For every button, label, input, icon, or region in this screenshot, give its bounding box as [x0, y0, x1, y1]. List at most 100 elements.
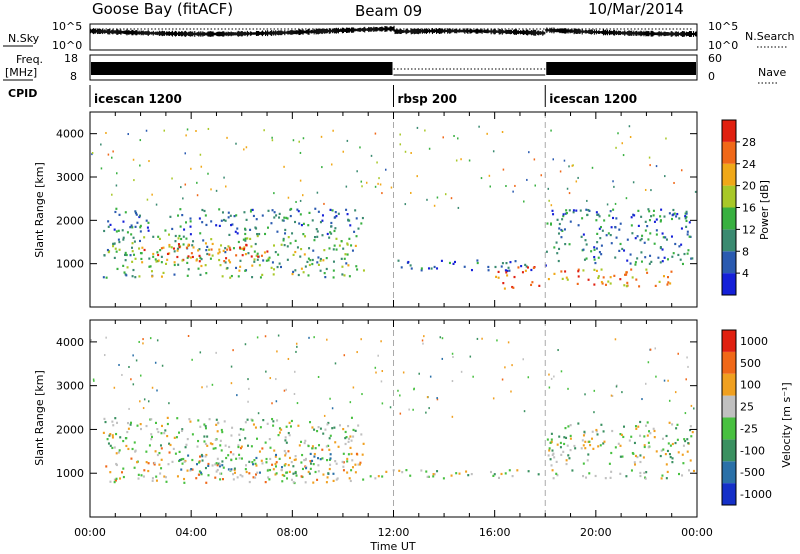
heatmap-cell	[148, 160, 150, 163]
heatmap-cell	[665, 477, 668, 480]
nsky-sample	[316, 29, 318, 34]
heatmap-cell	[321, 219, 324, 222]
heatmap-cell	[107, 153, 110, 156]
heatmap-cell	[307, 224, 310, 227]
heatmap-cell	[687, 442, 690, 445]
nsky-sample	[475, 28, 477, 34]
heatmap-cell	[648, 219, 651, 222]
heatmap-cell	[657, 256, 660, 259]
heatmap-cell	[224, 251, 227, 254]
heatmap-cell	[121, 373, 123, 376]
heatmap-cell	[565, 459, 568, 462]
heatmap-cell	[245, 243, 248, 247]
heatmap-cell	[684, 215, 687, 218]
heatmap-cell	[156, 453, 159, 457]
heatmap-cell	[593, 411, 595, 414]
heatmap-cell	[666, 283, 669, 286]
heatmap-cell	[304, 235, 307, 238]
heatmap-cell	[151, 479, 154, 482]
heatmap-cell	[108, 434, 111, 437]
heatmap-cell	[356, 268, 359, 271]
heatmap-cell	[338, 424, 341, 427]
nsky-sample	[313, 28, 315, 35]
nsky-sample	[682, 31, 684, 37]
heatmap-cell	[168, 402, 170, 405]
heatmap-cell	[250, 445, 253, 448]
heatmap-cell	[307, 470, 310, 474]
heatmap-cell	[625, 285, 628, 288]
heatmap-cell	[174, 234, 177, 238]
heatmap-cell	[150, 433, 153, 436]
nsky-sample	[463, 29, 465, 33]
heatmap-cell	[691, 431, 694, 434]
heatmap-cell	[322, 259, 325, 262]
heatmap-cell	[666, 258, 669, 261]
colorbar-swatch	[722, 330, 736, 352]
heatmap-cell	[256, 233, 259, 236]
heatmap-cell	[346, 460, 349, 463]
heatmap-cell	[243, 246, 246, 249]
heatmap-cell	[595, 247, 598, 250]
nsky-sample	[414, 28, 416, 34]
heatmap-cell	[180, 468, 183, 471]
heatmap-cell	[436, 470, 439, 473]
heatmap-cell	[197, 249, 200, 252]
heatmap-cell	[158, 451, 161, 455]
heatmap-cell	[256, 336, 259, 339]
nsky-sample	[278, 30, 280, 36]
nsky-sample	[301, 30, 303, 34]
heatmap-cell	[304, 458, 307, 461]
nsky-sample	[473, 29, 475, 33]
heatmap-cell	[323, 202, 325, 205]
heatmap-cell	[171, 460, 174, 463]
nsky-sample	[595, 29, 597, 35]
heatmap-cell	[381, 192, 383, 195]
heatmap-cell	[253, 459, 256, 462]
heatmap-cell	[248, 480, 251, 484]
heatmap-cell	[399, 143, 402, 146]
heatmap-cell	[159, 249, 162, 252]
heatmap-cell	[509, 261, 512, 264]
heatmap-cell	[662, 236, 665, 239]
heatmap-cell	[275, 472, 278, 475]
heatmap-cell	[140, 427, 143, 431]
heatmap-cell	[188, 418, 191, 421]
heatmap-cell	[140, 257, 143, 261]
heatmap-cell	[295, 200, 297, 203]
heatmap-cell	[222, 218, 225, 222]
heatmap-cell	[198, 461, 201, 464]
heatmap-cell	[621, 391, 623, 394]
heatmap-cell	[361, 453, 364, 456]
heatmap-cell	[317, 464, 320, 467]
nsky-sample	[555, 29, 557, 32]
heatmap-cell	[293, 392, 296, 395]
nsky-sample	[198, 31, 200, 37]
heatmap-cell	[603, 219, 606, 222]
heatmap-cell	[186, 256, 189, 259]
heatmap-cell	[258, 264, 261, 267]
nsky-sample	[685, 31, 687, 37]
heatmap-cell	[455, 472, 458, 475]
nsky-sample	[693, 32, 696, 36]
nsky-sample	[308, 28, 310, 35]
heatmap-cell	[117, 238, 120, 241]
heatmap-cell	[334, 227, 337, 230]
nsky-sample	[346, 27, 349, 33]
heatmap-cell	[215, 470, 218, 473]
heatmap-cell	[318, 444, 321, 447]
heatmap-cell	[168, 245, 171, 248]
heatmap-cell	[271, 136, 273, 139]
nsky-sample	[326, 28, 328, 34]
nsky-sample	[650, 30, 652, 37]
heatmap-cell	[362, 442, 365, 445]
heatmap-cell	[157, 259, 160, 262]
heatmap-cell	[655, 233, 658, 236]
heatmap-cell	[632, 213, 635, 216]
nsky-sample	[690, 31, 693, 37]
heatmap-cell	[154, 258, 157, 261]
heatmap-cell	[595, 428, 598, 432]
heatmap-cell	[329, 457, 332, 460]
nsky-sample	[227, 31, 229, 37]
heatmap-cell	[504, 269, 507, 272]
heatmap-cell	[617, 442, 620, 445]
